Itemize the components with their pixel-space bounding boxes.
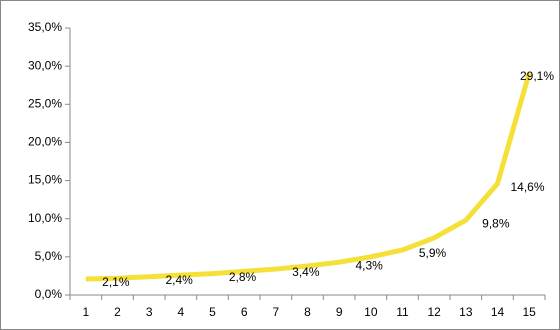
data-label: 4,3% — [355, 258, 383, 272]
y-tick-label: 35,0% — [28, 20, 62, 34]
y-tick-label: 15,0% — [28, 173, 62, 187]
y-tick-label: 20,0% — [28, 135, 62, 149]
data-label: 14,6% — [510, 180, 544, 194]
x-tick-label: 5 — [209, 305, 216, 319]
x-tick-label: 6 — [241, 305, 248, 319]
data-label: 29,1% — [520, 69, 554, 83]
y-tick-label: 25,0% — [28, 96, 62, 110]
x-tick-label: 4 — [177, 305, 184, 319]
x-tick-label: 15 — [522, 305, 536, 319]
y-tick-label: 5,0% — [35, 249, 63, 263]
x-tick-label: 11 — [396, 305, 409, 319]
y-tick-label: 10,0% — [28, 211, 62, 225]
x-tick-label: 14 — [491, 305, 505, 319]
data-label: 9,8% — [482, 216, 510, 230]
x-tick-label: 8 — [304, 305, 311, 319]
x-tick-label: 10 — [364, 305, 378, 319]
x-tick-label: 1 — [82, 305, 89, 319]
x-tick-label: 9 — [336, 305, 343, 319]
x-tick-label: 12 — [427, 305, 441, 319]
line-series — [85, 72, 532, 282]
data-label: 3,4% — [292, 265, 320, 279]
data-label: 2,8% — [229, 270, 257, 284]
x-tick-label: 3 — [146, 305, 153, 319]
x-tick-label: 13 — [459, 305, 473, 319]
y-tick-label: 30,0% — [28, 58, 62, 72]
data-label: 2,4% — [165, 273, 193, 287]
x-tick-label: 7 — [272, 305, 279, 319]
data-label: 2,1% — [102, 275, 130, 289]
x-tick-label: 2 — [114, 305, 121, 319]
data-label: 5,9% — [419, 246, 447, 260]
y-tick-label: 0,0% — [35, 287, 63, 301]
